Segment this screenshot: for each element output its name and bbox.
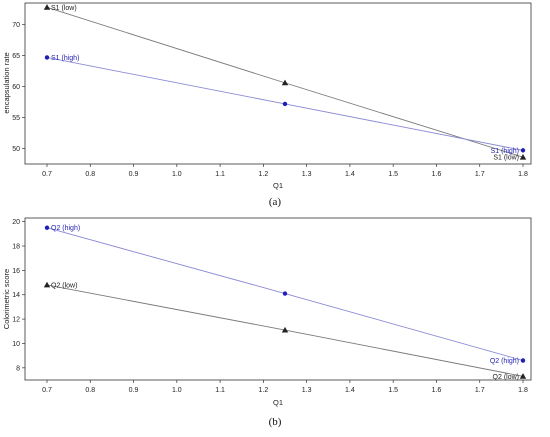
x-tick-label: 1.2 (258, 171, 268, 178)
x-tick-label: 0.8 (85, 387, 95, 394)
series-label-start: Q2 (low) (51, 282, 77, 289)
x-tick-label: 0.8 (85, 171, 95, 178)
panel-caption: (b) (269, 416, 282, 428)
series-label-start: S1 (high) (51, 55, 79, 62)
data-point-triangle (43, 4, 51, 10)
y-tick-label: 55 (12, 115, 20, 122)
x-tick-label: 1.5 (388, 387, 398, 394)
x-tick-label: 0.9 (129, 171, 139, 178)
y-tick-label: 14 (12, 292, 20, 299)
x-tick-label: 1.2 (258, 387, 268, 394)
x-tick-label: 1.5 (388, 171, 398, 178)
data-point-triangle (519, 153, 527, 160)
y-tick-label: 10 (12, 341, 20, 348)
series-label-start: S1 (low) (51, 5, 77, 12)
series-label-start: Q2 (high) (51, 225, 80, 232)
plot-frame (24, 2, 532, 165)
y-tick-label: 20 (12, 219, 20, 226)
x-tick-label: 1.1 (215, 387, 225, 394)
x-tick-label: 1.3 (302, 387, 312, 394)
data-point-triangle (43, 281, 51, 288)
data-point-circle (44, 225, 50, 230)
x-tick-label: 1.4 (345, 171, 355, 178)
series-label-end: Q2 (high) (490, 358, 519, 365)
data-point-circle (282, 291, 288, 296)
data-point-circle (44, 55, 50, 60)
y-tick-label: 8 (16, 365, 20, 372)
panel-caption: (a) (269, 196, 282, 208)
x-tick-label: 1.7 (475, 171, 485, 178)
x-tick-label: 1.6 (432, 387, 442, 394)
x-tick-label: 1.8 (518, 387, 528, 394)
x-tick-label: 1.3 (302, 171, 312, 178)
y-tick-label: 50 (12, 146, 20, 153)
series-label-end: S1 (high) (491, 148, 519, 155)
x-tick-label: 1.7 (475, 387, 485, 394)
y-tick-label: 60 (12, 84, 20, 91)
series-label-end: Q2 (low) (493, 374, 519, 381)
y-tick-label: 70 (12, 22, 20, 29)
y-tick-label: 12 (12, 317, 20, 324)
data-point-circle (520, 358, 526, 363)
data-point-triangle (519, 373, 527, 379)
x-axis-label: Q1 (273, 181, 283, 190)
data-point-triangle (281, 326, 289, 333)
y-tick-label: 18 (12, 244, 20, 251)
data-point-circle (520, 148, 526, 153)
chart-panel-a: 0.7 0.8 0.9 1.0 1.1 1.2 1.3 1.4 1.5 1.6 1.7 1.8 50 55… (2, 2, 532, 208)
chart-panel-b: 0.7 0.8 0.9 1.0 1.1 1.2 1.3 1.4 1.5 1.6 1.7 1.8 8 10 1… (2, 217, 532, 428)
data-point-triangle (281, 79, 289, 86)
y-axis-label: Colorimetric score (2, 269, 11, 329)
x-axis-label: Q1 (273, 398, 283, 407)
x-tick-label: 1.6 (432, 171, 442, 178)
x-tick-label: 0.7 (42, 171, 52, 178)
x-tick-label: 1.1 (215, 171, 225, 178)
x-tick-label: 1.4 (345, 387, 355, 394)
data-point-circle (282, 101, 288, 107)
y-tick-label: 16 (12, 268, 20, 275)
plot-frame (24, 217, 532, 381)
x-tick-label: 1.8 (518, 171, 528, 178)
y-tick-label: 65 (12, 53, 20, 60)
x-tick-label: 0.9 (129, 387, 139, 394)
series-label-end: S1 (low) (493, 155, 519, 162)
y-axis-label: encapsulation rate (2, 52, 11, 113)
x-tick-label: 1.0 (172, 387, 182, 394)
x-tick-label: 0.7 (42, 387, 52, 394)
x-tick-label: 1.0 (172, 171, 182, 178)
